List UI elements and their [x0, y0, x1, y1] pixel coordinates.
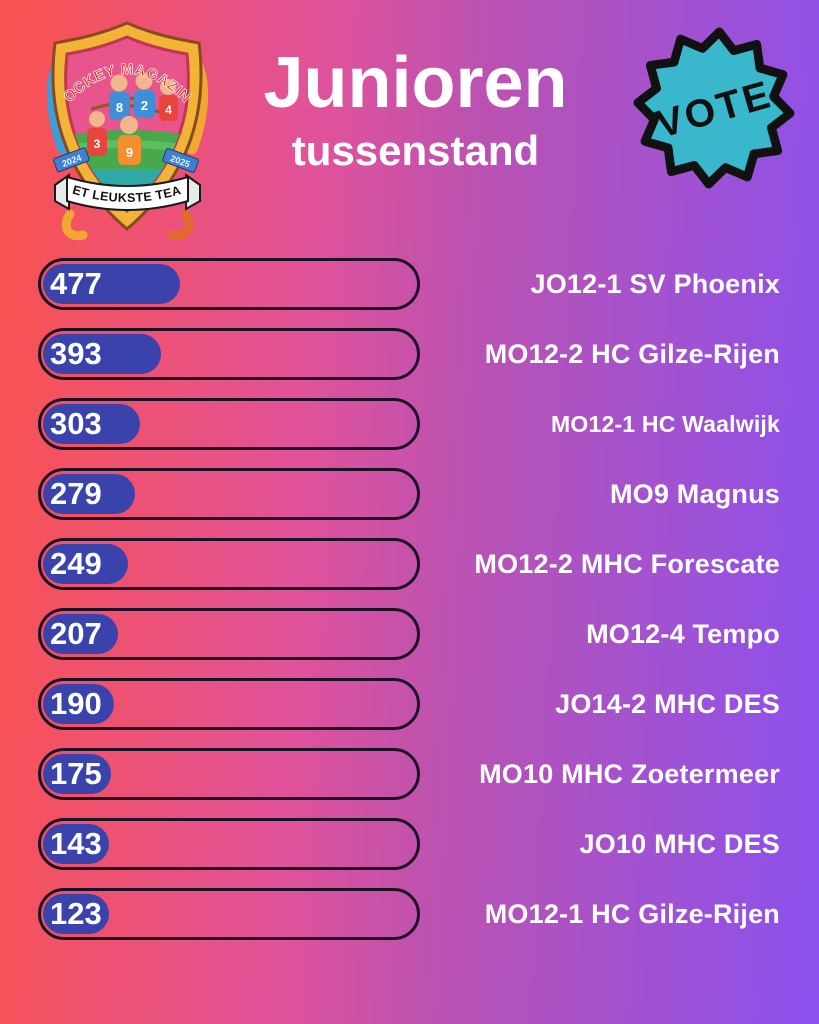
team-name: MO9 Magnus: [609, 478, 780, 509]
standings-row: 143 JO10 MHC DES: [38, 818, 782, 870]
vote-count: 123: [50, 896, 102, 931]
team-name: JO10 MHC DES: [579, 828, 780, 859]
vote-bar-fill: 190: [43, 684, 114, 724]
vote-bar-track: 207: [38, 608, 420, 660]
vote-bar-track: 143: [38, 818, 420, 870]
team-name: JO14-2 MHC DES: [555, 688, 780, 719]
player-jersey: [118, 135, 141, 165]
player-head: [160, 79, 176, 95]
vote-bar-track: 303: [38, 398, 420, 450]
page-title: Junioren: [263, 43, 568, 123]
standings-row: 477 JO12-1 SV Phoenix: [38, 258, 782, 310]
vote-bar-fill: 143: [43, 824, 109, 864]
year-chip-bg: [53, 147, 90, 173]
year-chip-left: 2024: [53, 147, 90, 173]
banner-fold-right: [185, 173, 201, 211]
starburst-icon: [633, 27, 795, 189]
player-head: [120, 116, 138, 134]
year-chip-right: 2025: [162, 148, 199, 173]
team-name: MO12-4 Tempo: [586, 618, 780, 649]
team-name: MO12-2 HC Gilze-Rijen: [484, 338, 780, 369]
vote-bar-fill: 207: [43, 614, 118, 654]
player-head: [135, 72, 153, 90]
vote-bar-track: 175: [38, 748, 420, 800]
hockey-magazine-logo: 8 2 4 3 9 HOCKEY MAGAZINE: [25, 8, 209, 241]
standings-row: 249 MO12-2 MHC Forescate: [38, 538, 782, 590]
standings-row: 190 JO14-2 MHC DES: [38, 678, 782, 730]
vote-bar-track: 477: [38, 258, 420, 310]
vote-count: 190: [50, 686, 102, 721]
vote-bar-fill: 477: [43, 264, 180, 304]
vote-count: 175: [50, 756, 102, 791]
standings-list: 477 JO12-1 SV Phoenix 393 MO12-2 HC Gilz…: [38, 258, 782, 940]
team-name: JO12-1 SV Phoenix: [530, 268, 780, 299]
banner-body: [66, 175, 189, 211]
vote-bar-fill: 279: [43, 474, 135, 514]
vote-count: 207: [50, 616, 102, 651]
year-chip-bg: [162, 148, 199, 173]
banner-fold-left: [54, 173, 70, 211]
vote-bar-fill: 123: [43, 894, 109, 934]
title-block: Junioren tussenstand: [228, 46, 603, 175]
vote-bar-fill: 303: [43, 404, 140, 444]
vote-count: 477: [50, 266, 102, 301]
standings-row: 303 MO12-1 HC Waalwijk: [38, 398, 782, 450]
standings-row: 279 MO9 Magnus: [38, 468, 782, 520]
jersey-number: 9: [126, 145, 133, 160]
jersey-number: 3: [94, 137, 101, 151]
vote-bar-track: 393: [38, 328, 420, 380]
player-head: [89, 111, 105, 127]
standings-row: 123 MO12-1 HC Gilze-Rijen: [38, 888, 782, 940]
vote-bar-track: 279: [38, 468, 420, 520]
team-name: MO10 MHC Zoetermeer: [479, 758, 780, 789]
hockey-stick-icon: [61, 209, 88, 241]
player-jersey: [109, 92, 130, 120]
vote-count: 303: [50, 406, 102, 441]
page-subtitle: tussenstand: [291, 126, 540, 174]
vote-bar-fill: 249: [43, 544, 128, 584]
vote-bar-track: 249: [38, 538, 420, 590]
vote-count: 143: [50, 826, 102, 861]
jersey-number: 4: [165, 103, 172, 117]
vote-count: 279: [50, 476, 102, 511]
team-name: MO12-1 HC Gilze-Rijen: [484, 898, 780, 929]
vote-bar-track: 190: [38, 678, 420, 730]
vote-count: 393: [50, 336, 102, 371]
player-head: [110, 74, 128, 92]
vote-count: 249: [50, 546, 102, 581]
player-jersey: [87, 128, 107, 156]
standings-row: 207 MO12-4 Tempo: [38, 608, 782, 660]
player-jersey: [134, 90, 155, 118]
players-illustration: 8 2 4 3 9: [87, 72, 178, 165]
player-jersey: [159, 95, 178, 121]
vote-bar-track: 123: [38, 888, 420, 940]
jersey-number: 2: [141, 98, 148, 113]
vote-badge[interactable]: VOTE: [626, 20, 802, 196]
hockey-stick-icon: [167, 209, 194, 241]
standings-row: 175 MO10 MHC Zoetermeer: [38, 748, 782, 800]
vote-bar-fill: 393: [43, 334, 161, 374]
team-name: MO12-2 MHC Forescate: [474, 548, 780, 579]
standings-row: 393 MO12-2 HC Gilze-Rijen: [38, 328, 782, 380]
vote-bar-fill: 175: [43, 754, 111, 794]
jersey-number: 8: [116, 100, 123, 115]
team-name: MO12-1 HC Waalwijk: [551, 410, 780, 437]
